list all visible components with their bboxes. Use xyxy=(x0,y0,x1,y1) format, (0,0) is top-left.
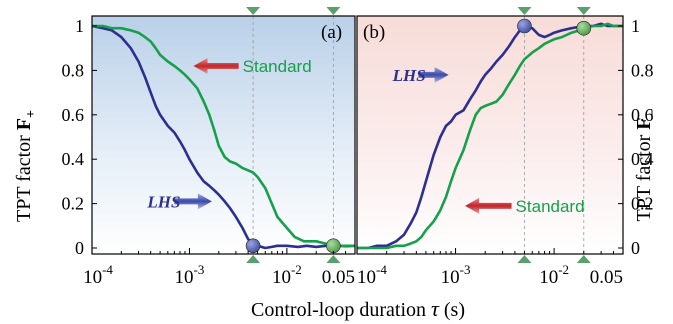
marker-lhs xyxy=(517,18,532,34)
annotation-arrow-lhs xyxy=(174,193,212,210)
annotation-label-lhs: LHS xyxy=(146,192,180,211)
y-tick-label: 1 xyxy=(75,16,84,36)
panel-label: (a) xyxy=(321,22,342,43)
y-tick-label: 1 xyxy=(631,16,640,36)
y-tick-label: 0 xyxy=(75,238,84,258)
plot-frame xyxy=(356,15,624,255)
top-guide-marker xyxy=(576,7,591,15)
marker-standard xyxy=(576,20,592,36)
x-tick-label: 10-2 xyxy=(539,262,569,288)
x-tick-label: 10-4 xyxy=(83,262,113,288)
series-line-standard xyxy=(92,24,355,248)
bottom-guide-marker xyxy=(517,255,532,263)
annotation-arrow-lhs xyxy=(418,66,449,83)
y-tick-label: 0.2 xyxy=(631,194,654,214)
x-axis-label: Control-loop duration τ (s) xyxy=(251,296,465,321)
y-tick-label: 0.6 xyxy=(62,105,85,125)
y-tick-label: 0.6 xyxy=(631,105,654,125)
annotation-label-standard: Standard xyxy=(243,57,312,76)
plot-frame xyxy=(91,15,356,255)
annotation-label-lhs: LHS xyxy=(392,66,426,85)
top-guide-marker xyxy=(326,7,341,15)
panel-b: LHS Standard (b) 0 0.2 0.4 0.6 0.8 1 10-4 10-3 10-2… xyxy=(356,7,654,288)
top-guide-marker xyxy=(246,7,261,15)
x-tick-label: 0.05 xyxy=(590,267,623,288)
x-tick-label: 10-3 xyxy=(175,262,205,288)
annotation-arrow-standard xyxy=(193,57,239,74)
x-tick-label: 10-2 xyxy=(272,262,302,288)
y-tick-label: 0.4 xyxy=(631,149,654,169)
series-line-standard xyxy=(357,22,623,250)
series-line-lhs xyxy=(357,22,623,250)
panel-label: (b) xyxy=(363,22,385,43)
x-tick-label: 0.05 xyxy=(322,267,355,288)
y-tick-label: 0.4 xyxy=(62,149,85,169)
y-axis-label-left: TPT factor F+ xyxy=(13,110,39,222)
annotation-arrow-standard xyxy=(465,197,512,214)
y-tick-label: 0.8 xyxy=(62,60,85,80)
bottom-guide-marker xyxy=(326,255,341,263)
y-axis-label-right: TPT factor F– xyxy=(633,109,659,221)
bottom-guide-marker xyxy=(246,255,261,263)
x-tick-label: 10-4 xyxy=(357,262,387,288)
series-line-lhs xyxy=(91,24,356,250)
y-tick-label: 0.2 xyxy=(62,194,85,214)
y-tick-label: 0 xyxy=(631,238,640,258)
marker-standard xyxy=(326,238,341,254)
panel-a: Standard LHS (a) 0 0.2 0.4 0.6 0.8 1 10-4 10-3 10-2… xyxy=(62,7,356,288)
bottom-guide-marker xyxy=(576,255,591,263)
annotation-label-standard: Standard xyxy=(516,197,585,216)
top-guide-marker xyxy=(517,7,532,15)
plot-background xyxy=(357,16,623,254)
y-tick-label: 0.8 xyxy=(631,60,654,80)
marker-lhs xyxy=(245,238,261,254)
x-tick-label: 10-3 xyxy=(441,262,471,288)
